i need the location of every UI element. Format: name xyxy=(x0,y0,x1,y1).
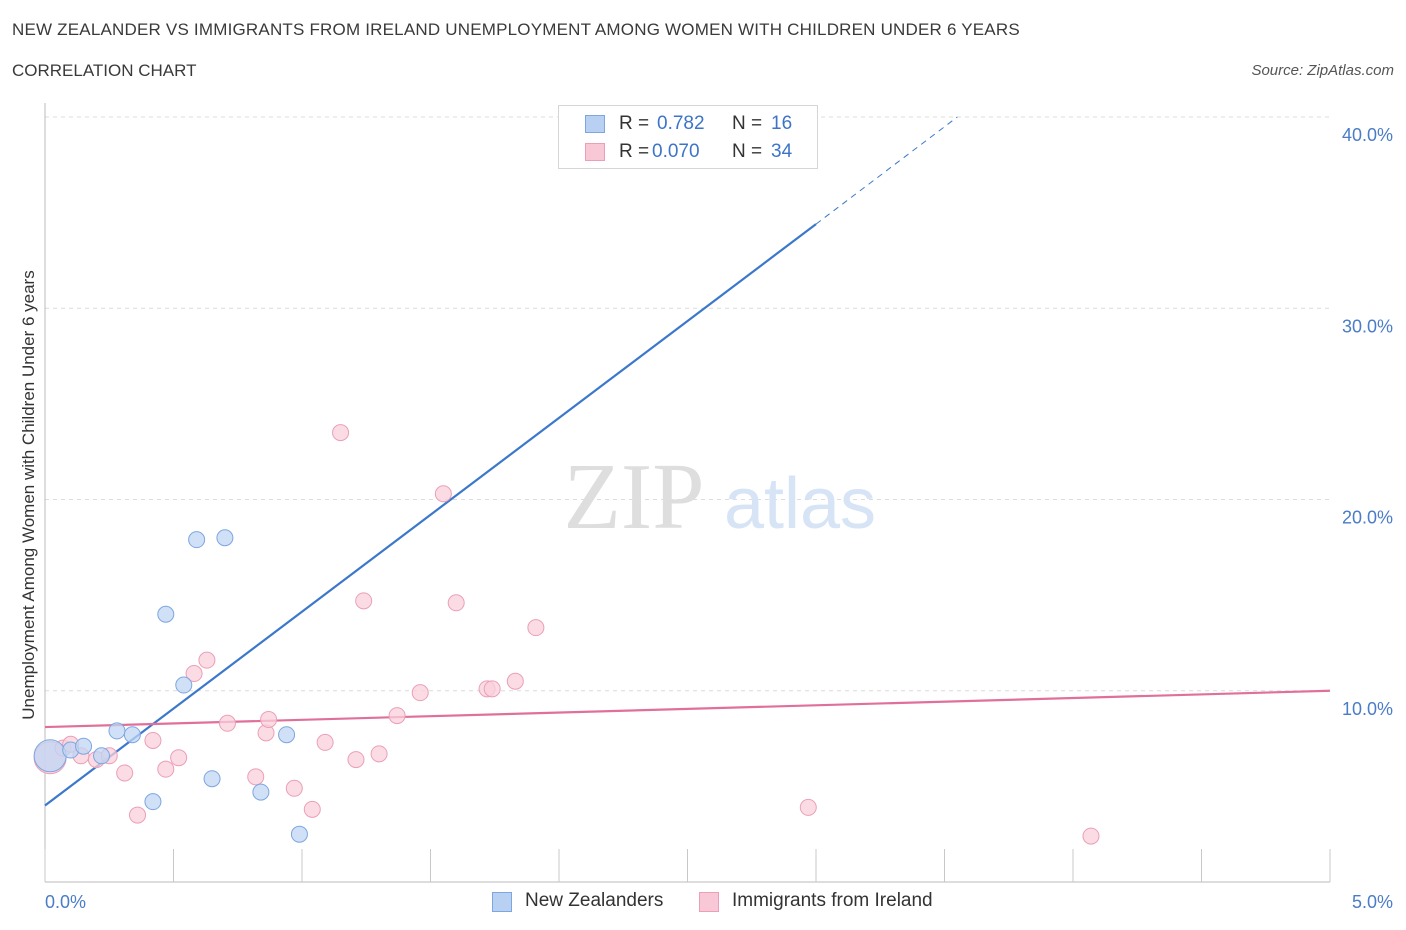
point-immigrants-from-ireland xyxy=(170,749,188,767)
series-swatch-blue xyxy=(492,892,512,912)
source-note: Source: ZipAtlas.com xyxy=(1251,62,1394,79)
point-immigrants-from-ireland xyxy=(447,594,465,612)
point-immigrants-from-ireland xyxy=(434,485,452,503)
point-new-zealanders xyxy=(188,531,206,549)
point-new-zealanders xyxy=(123,726,141,744)
point-immigrants-from-ireland xyxy=(185,665,203,683)
trend-lines xyxy=(44,116,1331,807)
point-immigrants-from-ireland xyxy=(129,806,147,824)
legend-n-label: N = xyxy=(732,141,763,162)
point-new-zealanders xyxy=(203,770,221,788)
point-new-zealanders xyxy=(175,676,193,694)
x-tick-label: 5.0% xyxy=(1352,892,1393,912)
y-tick-label: 30.0% xyxy=(1342,316,1393,336)
point-new-zealanders xyxy=(290,825,308,843)
point-immigrants-from-ireland xyxy=(303,800,321,818)
point-immigrants-from-ireland xyxy=(506,672,524,690)
point-immigrants-from-ireland xyxy=(355,592,373,610)
chart-title: NEW ZEALANDER VS IMMIGRANTS FROM IRELAND… xyxy=(12,20,1020,39)
trend-line-immigrants-from-ireland xyxy=(44,689,1331,729)
point-immigrants-from-ireland xyxy=(411,684,429,702)
x-tick-label: 0.0% xyxy=(45,892,86,912)
legend-r-value: 0.070 xyxy=(652,141,700,162)
point-new-zealanders xyxy=(108,722,126,740)
point-new-zealanders xyxy=(216,529,234,547)
y-tick-label: 10.0% xyxy=(1342,699,1393,719)
watermark-zip: ZIP xyxy=(564,445,705,549)
legend-r-label: R = xyxy=(619,113,650,134)
point-immigrants-from-ireland xyxy=(144,731,162,749)
legend-n-value: 16 xyxy=(771,113,793,134)
trend-line-new-zealanders xyxy=(44,223,817,807)
point-immigrants-from-ireland xyxy=(483,680,501,698)
series-label: Immigrants from Ireland xyxy=(732,890,933,911)
point-new-zealanders xyxy=(278,726,296,744)
point-new-zealanders xyxy=(33,739,67,773)
series-swatch-pink xyxy=(699,892,719,912)
watermark-atlas: atlas xyxy=(724,464,876,544)
legend-n-value: 34 xyxy=(771,141,793,162)
point-immigrants-from-ireland xyxy=(247,768,265,786)
legend-r-value: 0.782 xyxy=(657,113,705,134)
point-immigrants-from-ireland xyxy=(198,651,216,669)
point-immigrants-from-ireland xyxy=(260,710,278,728)
point-immigrants-from-ireland xyxy=(116,764,134,782)
axes xyxy=(44,103,1331,883)
y-tick-labels: 10.0% 20.0% 30.0% 40.0% xyxy=(1342,125,1393,719)
chart-subtitle: CORRELATION CHART xyxy=(12,61,197,80)
legend-swatch-blue xyxy=(585,115,605,133)
point-immigrants-from-ireland xyxy=(370,745,388,763)
point-immigrants-from-ireland xyxy=(347,751,365,769)
point-immigrants-from-ireland xyxy=(157,760,175,778)
legend-n-label: N = xyxy=(732,113,763,134)
point-immigrants-from-ireland xyxy=(1082,827,1100,845)
point-new-zealanders xyxy=(144,793,162,811)
point-new-zealanders xyxy=(75,737,93,755)
watermark: ZIP atlas xyxy=(564,445,877,549)
legend-swatch-pink xyxy=(585,143,605,161)
point-immigrants-from-ireland xyxy=(218,714,236,732)
point-new-zealanders xyxy=(252,783,270,801)
y-tick-label: 40.0% xyxy=(1342,125,1393,145)
legend-r-label: R = xyxy=(619,141,650,162)
grid-lines xyxy=(45,116,1330,692)
trend-line-new-zealanders-extension xyxy=(815,116,958,225)
point-immigrants-from-ireland xyxy=(527,619,545,637)
point-immigrants-from-ireland xyxy=(285,779,303,797)
point-immigrants-from-ireland xyxy=(316,733,334,751)
point-immigrants-from-ireland xyxy=(332,424,350,442)
point-immigrants-from-ireland xyxy=(388,707,406,725)
correlation-legend: R = 0.782 N = 16 R = 0.070 N = 34 xyxy=(558,105,818,169)
y-tick-label: 20.0% xyxy=(1342,508,1393,528)
point-new-zealanders xyxy=(93,747,111,765)
series-label: New Zealanders xyxy=(525,890,664,911)
x-tick-labels: 0.0% 5.0% xyxy=(45,892,1393,912)
point-new-zealanders xyxy=(157,605,175,623)
point-immigrants-from-ireland xyxy=(799,798,817,816)
data-points xyxy=(33,135,1100,845)
